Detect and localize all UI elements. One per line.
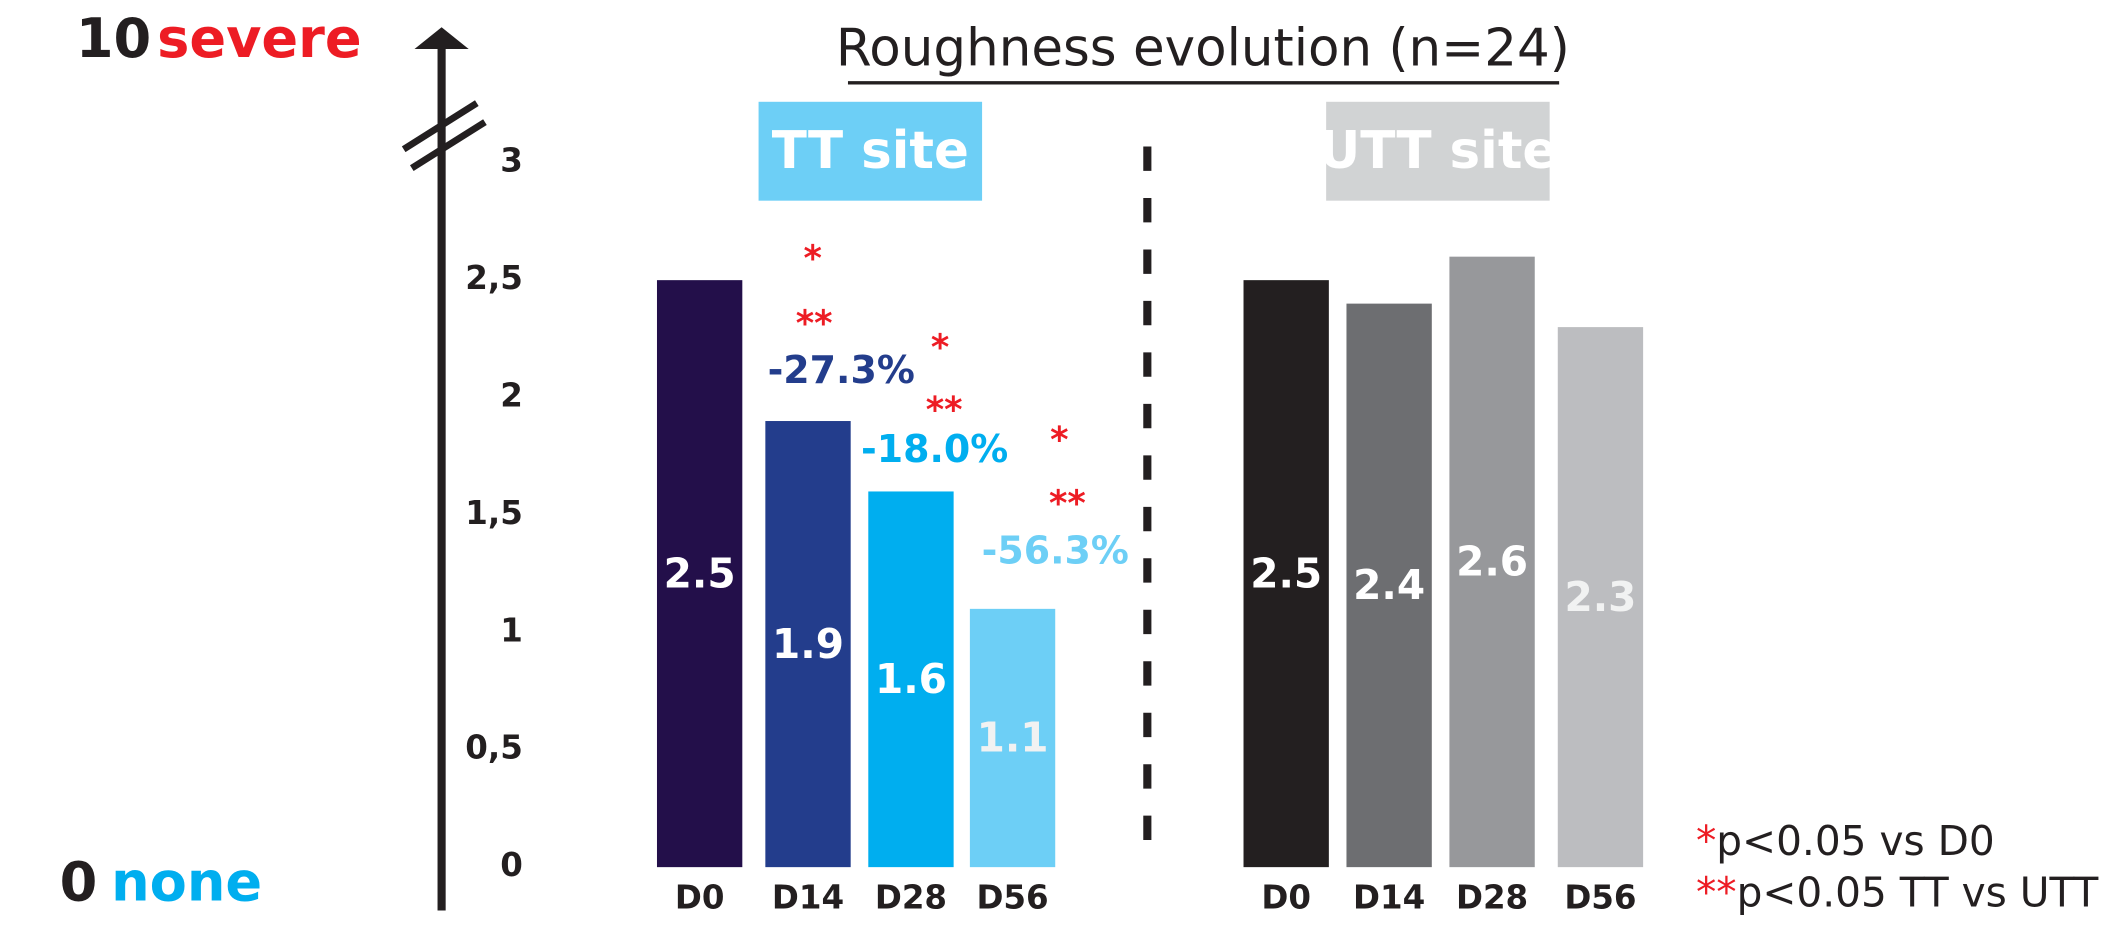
significance-d0: * [931,328,949,369]
axis-break [409,119,487,172]
scale-bottom-value: 0 [60,851,98,914]
y-tick-label: 1,5 [465,494,523,532]
value-label: 2.4 [1353,561,1425,609]
x-tick-label: D28 [875,879,947,917]
x-tick-label: D0 [1261,879,1311,917]
significance-tt-utt: ** [1049,483,1086,524]
footnote: **p<0.05 TT vs UTT [1696,869,2099,917]
y-tick-label: 0,5 [465,729,523,767]
value-label: 1.9 [772,620,844,668]
scale-top-label: severe [157,7,362,70]
bar [656,280,743,868]
footnote-marker: ** [1696,869,1737,917]
change-annotation: -27.3% [768,348,915,392]
bar [1243,280,1329,868]
value-label: 2.5 [664,549,736,597]
scale-bottom-label: none [111,851,262,914]
value-label: 1.1 [977,714,1049,762]
axis-arrow [414,27,469,49]
footnote-text: p<0.05 TT vs UTT [1737,869,2099,917]
value-label: 2.5 [1250,549,1322,597]
value-label: 1.6 [875,655,947,703]
bar [1557,327,1644,868]
chart-title: Roughness evolution (n=24) [836,19,1570,79]
y-tick-label: 2 [500,377,523,415]
bar [969,608,1056,868]
group-label-box [1326,101,1550,201]
scale-top-value: 10 [76,7,151,70]
significance-tt-utt: ** [926,390,963,431]
x-tick-label: D14 [772,879,844,917]
x-tick-label: D56 [1564,879,1636,917]
x-tick-label: D14 [1353,879,1425,917]
value-label: 2.3 [1564,573,1636,621]
bar [765,421,851,868]
axis-break [401,100,479,153]
y-tick-label: 1 [500,611,523,649]
group-label: UTT site [1318,121,1557,181]
change-annotation: -18.0% [861,427,1008,471]
footnote-text: p<0.05 vs D0 [1716,817,1994,865]
significance-d0: * [804,238,822,279]
y-tick-label: 0 [500,846,523,884]
footnote: *p<0.05 vs D0 [1696,817,1995,865]
value-label: 2.6 [1456,538,1528,586]
bar [868,491,954,868]
change-annotation: -56.3% [982,528,1129,572]
bar [1449,256,1535,868]
footnote-marker: * [1696,817,1716,865]
x-tick-label: D56 [976,879,1048,917]
x-tick-label: D0 [675,879,725,917]
group-label-box [758,101,983,201]
y-tick-label: 3 [500,142,523,180]
bar [1346,303,1432,868]
group-label: TT site [772,121,969,181]
y-tick-label: 2,5 [465,259,523,297]
x-tick-label: D28 [1456,879,1528,917]
significance-tt-utt: ** [796,303,833,344]
significance-d0: * [1050,420,1068,461]
